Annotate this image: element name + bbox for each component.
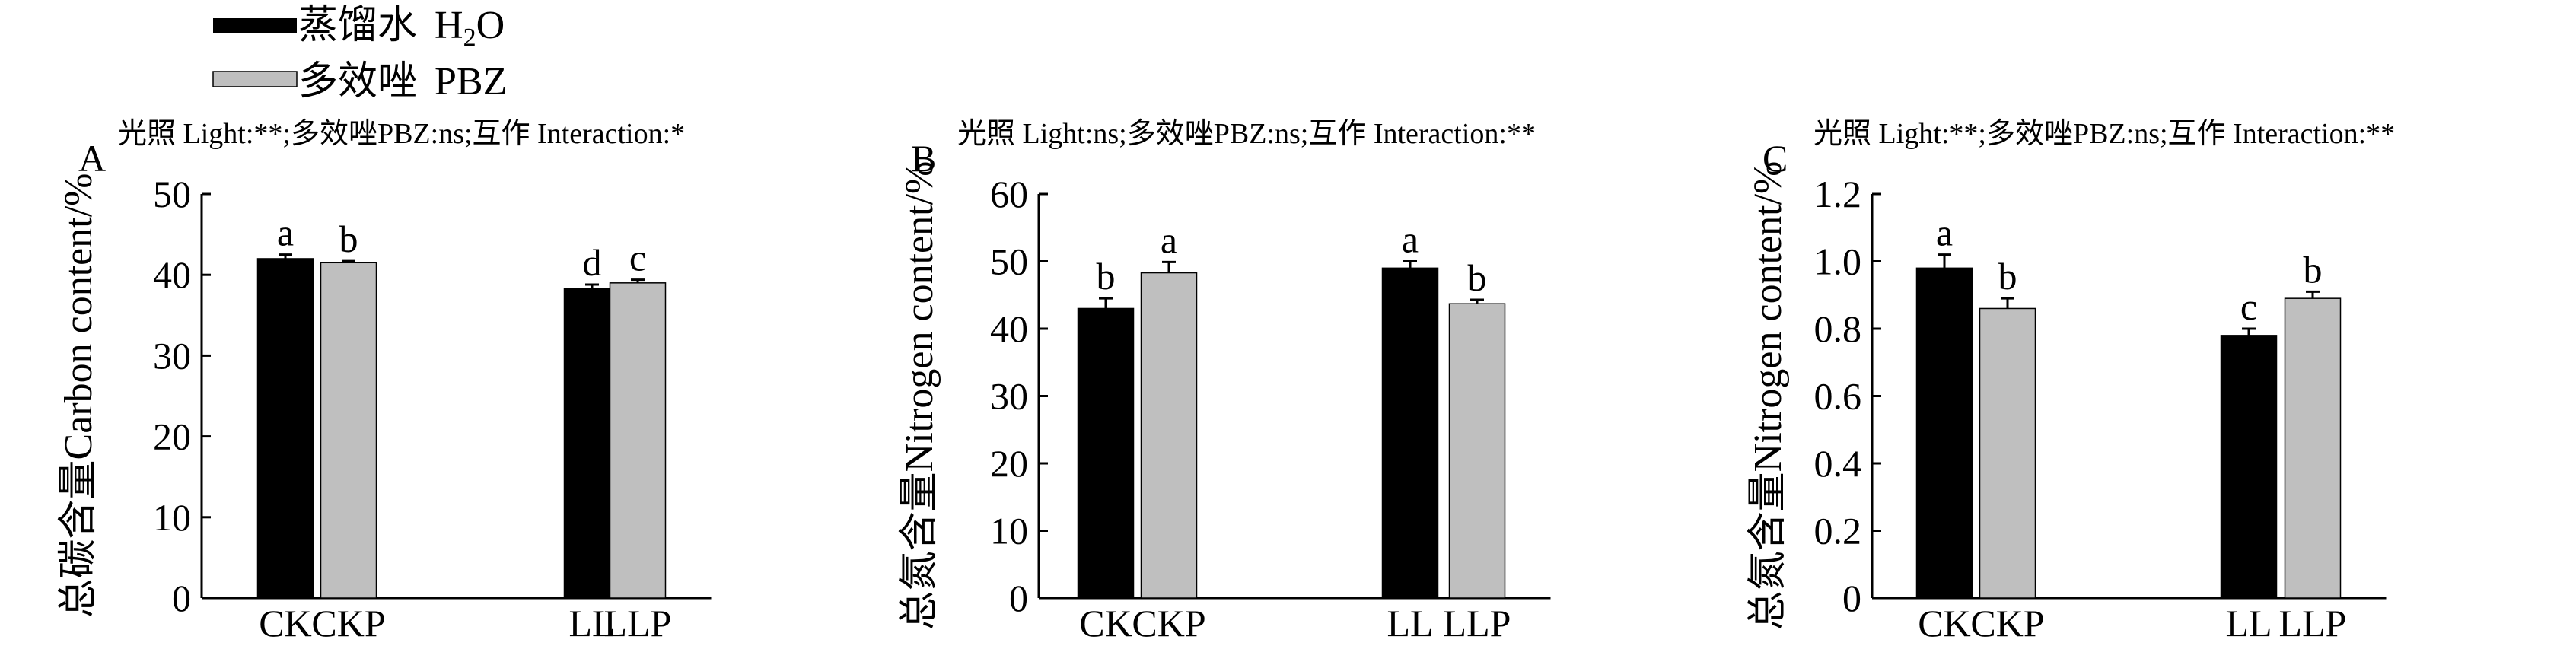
panel-b-y-tick-label: 20 (990, 442, 1028, 485)
panel-b: 光照 Light:ns;多效唑PBZ:ns;互作 Interaction:** … (898, 118, 1551, 644)
panel-b-category-label: LL (1387, 602, 1433, 644)
panel-a-y-tick-label: 40 (153, 253, 191, 296)
panel-b-y-tick-label: 10 (990, 510, 1028, 552)
panel-c-sig-letter: c (2240, 285, 2257, 328)
panel-b-bar-llp (1448, 303, 1506, 599)
panel-c-y-tick-label: 0.4 (1814, 442, 1862, 485)
panel-c-y-tick-label: 1.0 (1814, 240, 1862, 283)
panel-b-letter: B (911, 137, 936, 180)
panel-a-y-tick-label: 20 (153, 415, 191, 458)
panel-b-y-tick-label: 0 (1009, 577, 1028, 619)
panel-a-bar-ckp (320, 262, 377, 599)
legend-swatch-water (213, 18, 297, 33)
panel-b-sig-letter: b (1468, 256, 1487, 299)
panel-b-category-label: CK (1079, 602, 1132, 644)
panel-c-y-tick-label: 0 (1842, 577, 1861, 619)
legend-item-water: 蒸馏水 H2O (213, 4, 505, 52)
panel-a-category-label: LL (568, 602, 615, 644)
panel-c-stats: 光照 Light:**;多效唑PBZ:ns;互作 Interaction:** (1813, 118, 2395, 150)
panel-a: 光照 Light:**;多效唑PBZ:ns;互作 Interaction:* A… (57, 118, 712, 644)
panel-c-category-label: LLP (2279, 602, 2347, 644)
panel-c-sig-letter: b (1998, 255, 2017, 297)
panel-c-bar-llp (2284, 297, 2342, 599)
panel-b-stats: 光照 Light:ns;多效唑PBZ:ns;互作 Interaction:** (957, 118, 1536, 150)
panel-b-sig-letter: b (1097, 255, 1116, 297)
panel-a-y-tick-label: 10 (153, 496, 191, 539)
panel-a-sig-letter: b (339, 218, 358, 260)
panel-b-y-tick-label: 50 (990, 240, 1028, 283)
panel-b-ylabel: 总氮含量Nitrogen content/% (898, 161, 941, 631)
panel-c: 光照 Light:**;多效唑PBZ:ns;互作 Interaction:** … (1747, 118, 2395, 644)
panel-a-stats: 光照 Light:**;多效唑PBZ:ns;互作 Interaction:* (118, 118, 685, 150)
panel-c-ylabel: 总氮含量Nitrogen content/% (1747, 161, 1790, 631)
legend-label-water: 蒸馏水 H2O (298, 4, 505, 52)
legend: 蒸馏水 H2O 多效唑 PBZ (212, 4, 507, 103)
panel-b-bar-ckp (1140, 272, 1198, 599)
panel-a-bar-llp (609, 282, 667, 599)
panel-a-ylabel: 总碳含量Carbon content/% (57, 173, 100, 619)
panel-c-bar-ll (2220, 335, 2278, 599)
panel-b-sig-letter: a (1402, 218, 1419, 261)
panel-b-y-tick-label: 60 (990, 173, 1028, 215)
panel-a-category-label: CK (259, 602, 311, 644)
panel-a-bar-ck (256, 258, 314, 599)
panel-b-ylabel-text: 总氮含量Nitrogen content/% (898, 161, 941, 631)
panel-b-category-label: CKP (1132, 602, 1205, 644)
panel-a-sig-letter: d (583, 241, 602, 284)
panel-a-sig-letter: a (277, 212, 294, 254)
panel-c-y-tick-label: 1.2 (1814, 173, 1862, 215)
panel-b-y-tick-label: 40 (990, 307, 1028, 350)
legend-label-pbz: 多效唑 PBZ (298, 60, 507, 103)
panel-c-category-label: CKP (1970, 602, 2044, 644)
panel-c-sig-letter: b (2304, 248, 2323, 291)
panel-c-bar-ck (1915, 267, 1973, 599)
panel-a-category-label: CKP (311, 602, 385, 644)
panel-a-y-tick-label: 30 (153, 334, 191, 377)
legend-swatch-pbz (212, 71, 298, 87)
panel-a-ylabel-text: 总碳含量Carbon content/% (57, 173, 100, 619)
panel-b-category-label: LLP (1444, 602, 1511, 644)
panel-a-y-tick-label: 0 (172, 577, 191, 619)
panel-a-letter: A (78, 137, 106, 180)
panel-c-bar-ckp (1979, 307, 2036, 599)
legend-item-pbz: 多效唑 PBZ (212, 60, 507, 103)
panel-b-bar-ll (1381, 267, 1439, 599)
panel-c-y-tick-label: 0.2 (1814, 510, 1862, 552)
panel-c-ylabel-text: 总氮含量Nitrogen content/% (1747, 161, 1790, 631)
panel-b-y-tick-label: 30 (990, 375, 1028, 418)
panel-c-sig-letter: a (1936, 212, 1953, 254)
panel-c-y-tick-label: 0.8 (1814, 307, 1862, 350)
panel-c-category-label: LL (2225, 602, 2272, 644)
panel-a-category-label: LLP (604, 602, 672, 644)
panel-a-y-tick-label: 50 (153, 173, 191, 215)
panel-b-bar-ck (1077, 307, 1135, 599)
panel-a-sig-letter: c (629, 237, 646, 279)
panel-c-letter: C (1762, 137, 1788, 180)
panel-b-sig-letter: a (1161, 218, 1177, 261)
panel-c-category-label: CK (1918, 602, 1970, 644)
panel-c-y-tick-label: 0.6 (1814, 375, 1862, 418)
